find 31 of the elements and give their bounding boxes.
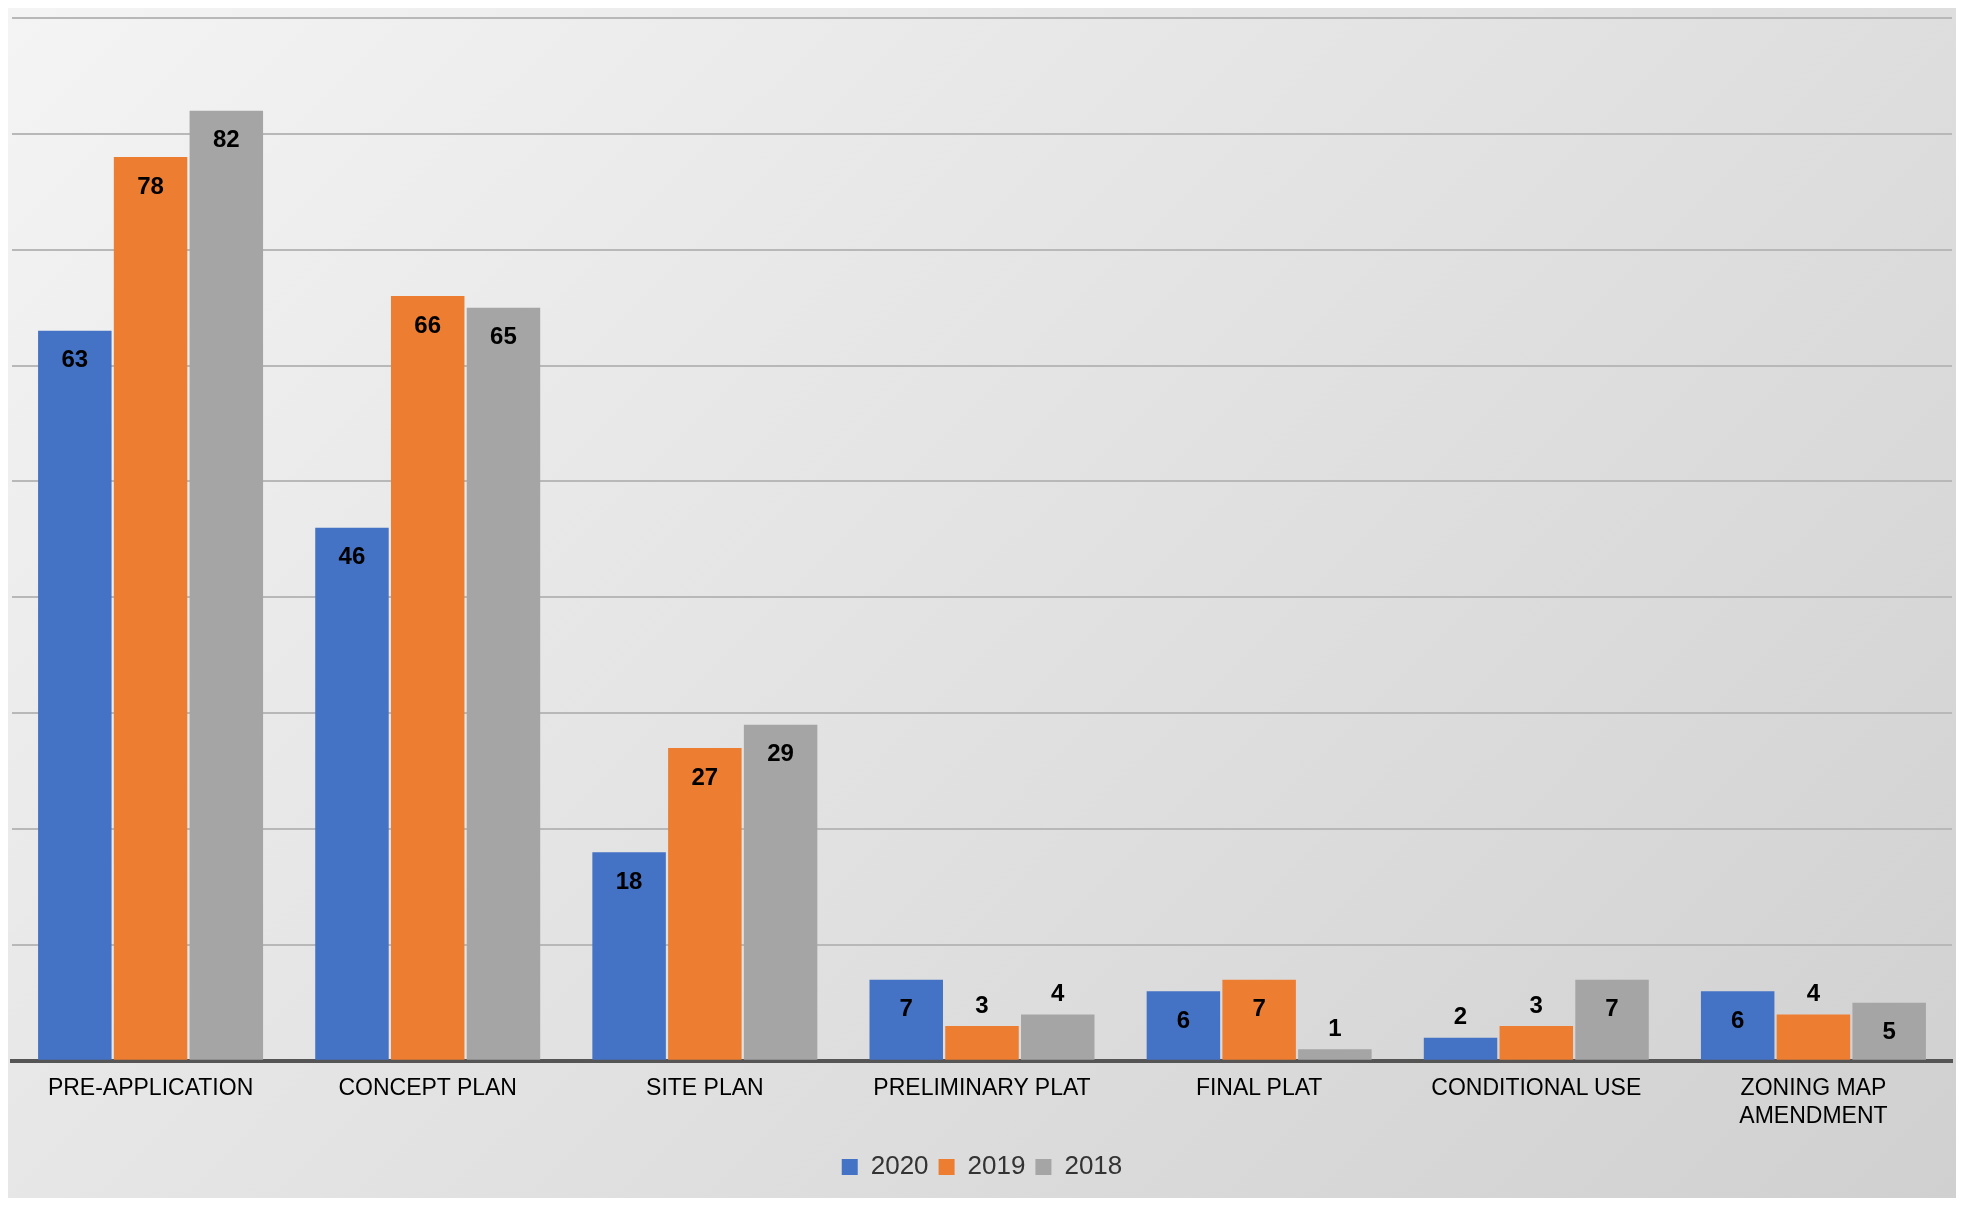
data-label: 7 bbox=[899, 994, 913, 1022]
x-tick-label: PRE-APPLICATION bbox=[47, 1073, 254, 1100]
legend-label: 2019 bbox=[967, 1150, 1026, 1181]
data-label: 5 bbox=[1882, 1017, 1896, 1045]
data-label: 65 bbox=[490, 322, 517, 350]
x-tick-label: ZONING MAP AMENDMENT bbox=[1739, 1073, 1888, 1128]
data-label: 66 bbox=[414, 310, 442, 338]
data-label: 7 bbox=[1252, 994, 1266, 1022]
data-label: 46 bbox=[338, 542, 366, 570]
data-label: 4 bbox=[1051, 979, 1066, 1007]
x-tick-label: CONDITIONAL USE bbox=[1431, 1073, 1642, 1100]
data-label: 63 bbox=[61, 345, 89, 373]
data-label: 1 bbox=[1328, 1013, 1342, 1041]
data-label: 3 bbox=[975, 990, 989, 1018]
data-label: 29 bbox=[767, 739, 794, 767]
data-label: 3 bbox=[1529, 990, 1543, 1018]
data-label: 2 bbox=[1453, 1002, 1468, 1030]
legend-label: 2020 bbox=[870, 1150, 929, 1181]
data-label: 4 bbox=[1806, 979, 1821, 1007]
x-tick-label: CONCEPT PLAN bbox=[338, 1073, 517, 1100]
x-tick-label: FINAL PLAT bbox=[1195, 1073, 1323, 1100]
data-label: 18 bbox=[615, 866, 643, 894]
data-label: 6 bbox=[1176, 1005, 1191, 1033]
legend-label: 2018 bbox=[1064, 1150, 1123, 1181]
data-label: 78 bbox=[137, 171, 164, 199]
data-label: 6 bbox=[1731, 1005, 1745, 1033]
data-label: 82 bbox=[212, 125, 240, 153]
x-tick-label: SITE PLAN bbox=[646, 1073, 764, 1100]
data-label: 27 bbox=[691, 762, 719, 790]
x-tick-label: PRELIMINARY PLAT bbox=[873, 1073, 1091, 1100]
data-label: 7 bbox=[1605, 994, 1619, 1022]
